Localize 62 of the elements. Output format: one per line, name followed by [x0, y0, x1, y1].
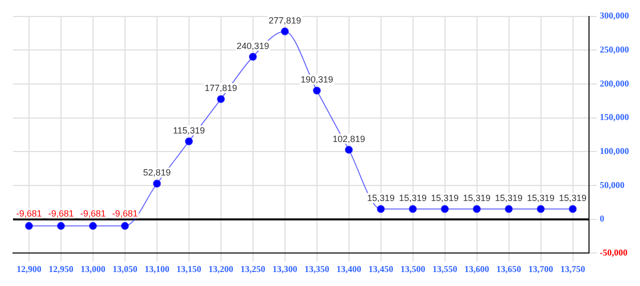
x-tick-label: 13,100: [144, 264, 170, 274]
x-tick-label: 13,550: [432, 264, 458, 274]
point: [216, 95, 225, 104]
data-label: 52,819: [143, 168, 171, 178]
point: [504, 205, 513, 214]
y-tick-label: 200,000: [600, 78, 630, 88]
point: [120, 222, 129, 230]
data-label: 102,819: [332, 134, 366, 144]
y-tick-label: 0: [600, 214, 605, 224]
data-label: 240,319: [236, 40, 270, 51]
x-tick-label: 13,450: [368, 264, 394, 274]
x-tick-label: 13,400: [336, 264, 362, 274]
y-tick-label: 300,000: [600, 10, 630, 21]
data-label: 277,819: [268, 15, 302, 26]
point: [408, 205, 417, 214]
point: [312, 86, 321, 95]
point: [24, 222, 33, 230]
x-tick-label: 13,700: [528, 264, 554, 274]
data-label: -9,681: [48, 208, 74, 218]
x-tick-label: 13,300: [272, 264, 298, 274]
data-label: 15,319: [527, 193, 555, 204]
point: [248, 52, 257, 61]
point: [472, 205, 481, 214]
x-tick-label: 13,150: [176, 264, 202, 274]
data-label: 190,319: [300, 74, 334, 85]
x-tick-label: 13,600: [464, 264, 490, 274]
data-label: -9,681: [112, 208, 138, 218]
data-label: -9,681: [80, 208, 106, 218]
x-tick-label: 13,200: [208, 264, 234, 274]
point: [280, 27, 289, 36]
data-label: -9,681: [16, 208, 42, 218]
x-tick-label: 13,050: [112, 264, 138, 274]
data-label: 15,319: [463, 193, 491, 204]
point: [440, 205, 449, 214]
x-tick-label: 12,950: [48, 264, 74, 274]
x-tick-label: 13,000: [80, 264, 106, 274]
point: [152, 180, 161, 188]
data-label: 15,319: [558, 193, 587, 204]
x-tick-label: 12,900: [16, 264, 42, 274]
data-label: 115,319: [172, 125, 205, 136]
y-tick-label: -50,000: [600, 248, 628, 258]
point: [376, 205, 385, 214]
point: [344, 146, 353, 154]
y-tick-label: 250,000: [600, 44, 630, 55]
x-tick-label: 13,650: [496, 264, 522, 274]
y-tick-label: 150,000: [600, 112, 630, 122]
x-tick-label: 13,350: [304, 264, 330, 274]
x-tick-label: 13,250: [240, 264, 266, 274]
x-tick-label: 13,500: [400, 264, 426, 274]
x-tick-label: 13,750: [560, 264, 586, 274]
y-tick-label: 100,000: [600, 146, 630, 156]
point: [56, 222, 65, 230]
data-label: 15,319: [431, 193, 459, 204]
data-label: 15,319: [399, 193, 427, 204]
y-tick-label: 50,000: [600, 180, 625, 190]
data-label: 15,319: [367, 193, 395, 204]
point: [536, 205, 545, 214]
data-label: 15,319: [495, 193, 523, 204]
point: [568, 205, 577, 214]
data-label: 177,819: [204, 83, 238, 94]
point: [184, 137, 193, 146]
point: [88, 222, 97, 230]
